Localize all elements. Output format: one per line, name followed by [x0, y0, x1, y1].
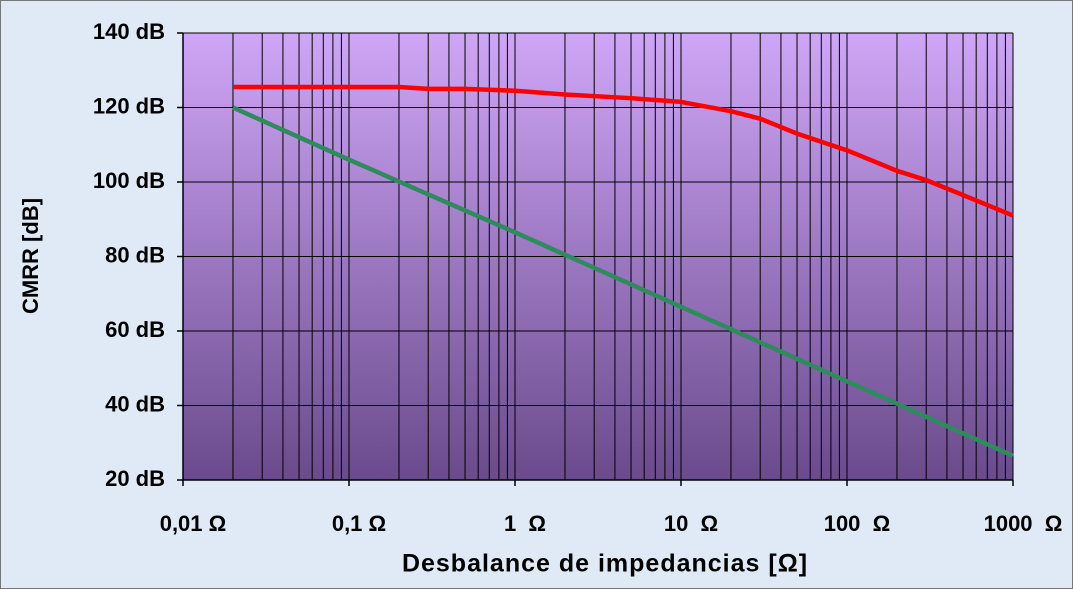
x-axis-title: Desbalance de impedancias [Ω] — [402, 550, 808, 578]
y-tick-label: 140 dB — [93, 19, 165, 44]
x-tick-label: 1000 Ω — [984, 511, 1063, 536]
y-tick-label: 120 dB — [93, 93, 165, 118]
series-line — [232, 105, 1014, 458]
x-tick-label: 10 Ω — [664, 511, 718, 536]
x-tick-label: 100 Ω — [824, 511, 891, 536]
y-tick-label: 80 dB — [105, 242, 165, 267]
y-tick-label: 40 dB — [105, 391, 165, 416]
x-tick-label: 1 Ω — [504, 511, 546, 536]
series-line — [232, 84, 1014, 218]
y-tick-label: 60 dB — [105, 317, 165, 342]
y-tick-label: 100 dB — [93, 168, 165, 193]
y-axis-title: CMRR [dB] — [18, 198, 43, 314]
x-tick-label: 0,1 Ω — [332, 511, 386, 536]
y-tick-label: 20 dB — [105, 466, 165, 491]
x-tick-label: 0,01 Ω — [160, 511, 227, 536]
